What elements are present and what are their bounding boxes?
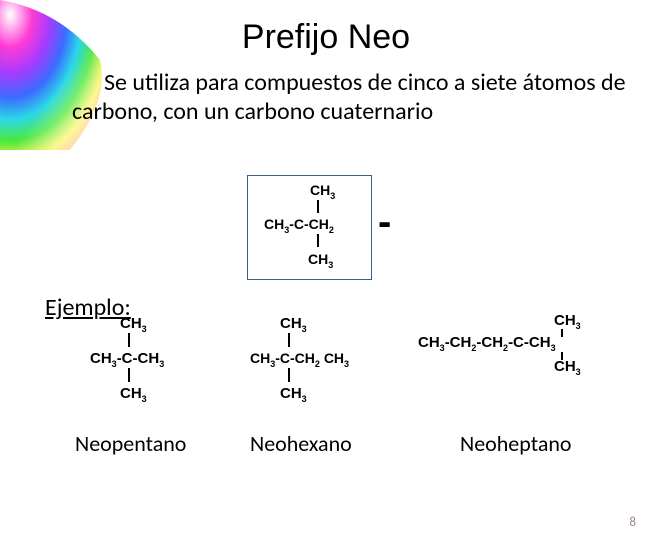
bond-top — [317, 200, 319, 213]
label-neoheptano: Neoheptano — [460, 430, 572, 457]
page-number: 8 — [629, 515, 636, 530]
label-neohexano: Neohexano — [250, 430, 352, 457]
radical-top: CH3 — [310, 182, 335, 201]
radical-mid: CH3-C-CH2 — [264, 216, 334, 235]
neo-radical-box: CH3 CH3-C-CH2 CH3 — [247, 175, 372, 280]
body-content: Se utiliza para compuestos de cinco a si… — [72, 68, 626, 126]
ejemplo-label: Ejemplo: — [45, 293, 131, 322]
label-neopentano: Neopentano — [75, 430, 186, 457]
bond-bot — [317, 234, 319, 247]
radical-dash: - — [378, 200, 391, 245]
body-text: Se utiliza para compuestos de cinco a si… — [72, 68, 627, 127]
slide-title: Prefijo Neo — [0, 18, 652, 57]
radical-bot: CH3 — [308, 251, 333, 270]
